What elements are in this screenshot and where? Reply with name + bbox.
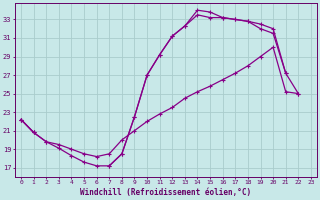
- X-axis label: Windchill (Refroidissement éolien,°C): Windchill (Refroidissement éolien,°C): [80, 188, 252, 197]
